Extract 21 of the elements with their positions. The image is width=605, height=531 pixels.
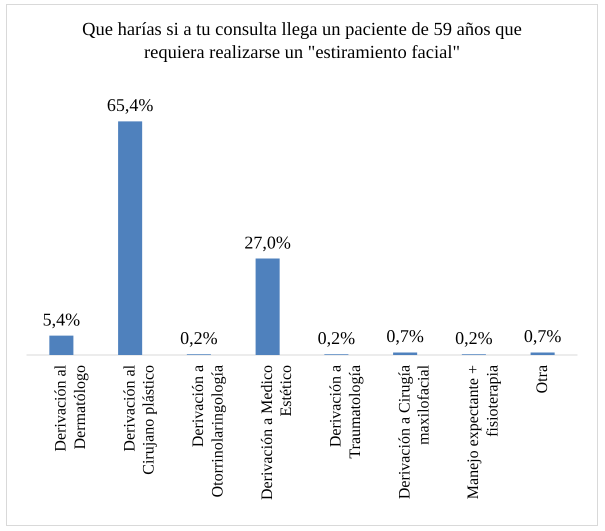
bar bbox=[256, 258, 280, 355]
x-tick-label: Derivación a Cirugía maxilofacial bbox=[396, 364, 433, 500]
data-label: 0,2% bbox=[180, 328, 218, 348]
data-label: 65,4% bbox=[106, 95, 154, 116]
x-tick-label: Derivación a Otorrinolaringología bbox=[190, 364, 226, 498]
bar bbox=[393, 352, 418, 355]
x-tick-label: Derivación al Dermatólogo bbox=[52, 364, 89, 452]
x-tick-label: Derivación al Cirujano plástico bbox=[121, 364, 158, 475]
data-label: 0,2% bbox=[318, 328, 356, 348]
chart-title: Que harías si a tu consulta llega un paciente de 59 años que requiera realizarse un "estiramiento facial" bbox=[81, 19, 523, 65]
x-tick-label: Derivación a Medico Estético bbox=[258, 364, 296, 500]
x-tick-label: Otra bbox=[534, 364, 551, 394]
data-label: 5,4% bbox=[42, 309, 80, 330]
bar bbox=[118, 121, 142, 355]
data-label: 27,0% bbox=[244, 232, 291, 252]
bar bbox=[49, 336, 74, 355]
data-label: 0,2% bbox=[455, 328, 493, 348]
x-tick-label: Derivación a Traumatología bbox=[328, 364, 364, 459]
data-label: 0,7% bbox=[386, 326, 424, 346]
data-label: 0,7% bbox=[524, 326, 562, 346]
bar bbox=[530, 352, 555, 355]
